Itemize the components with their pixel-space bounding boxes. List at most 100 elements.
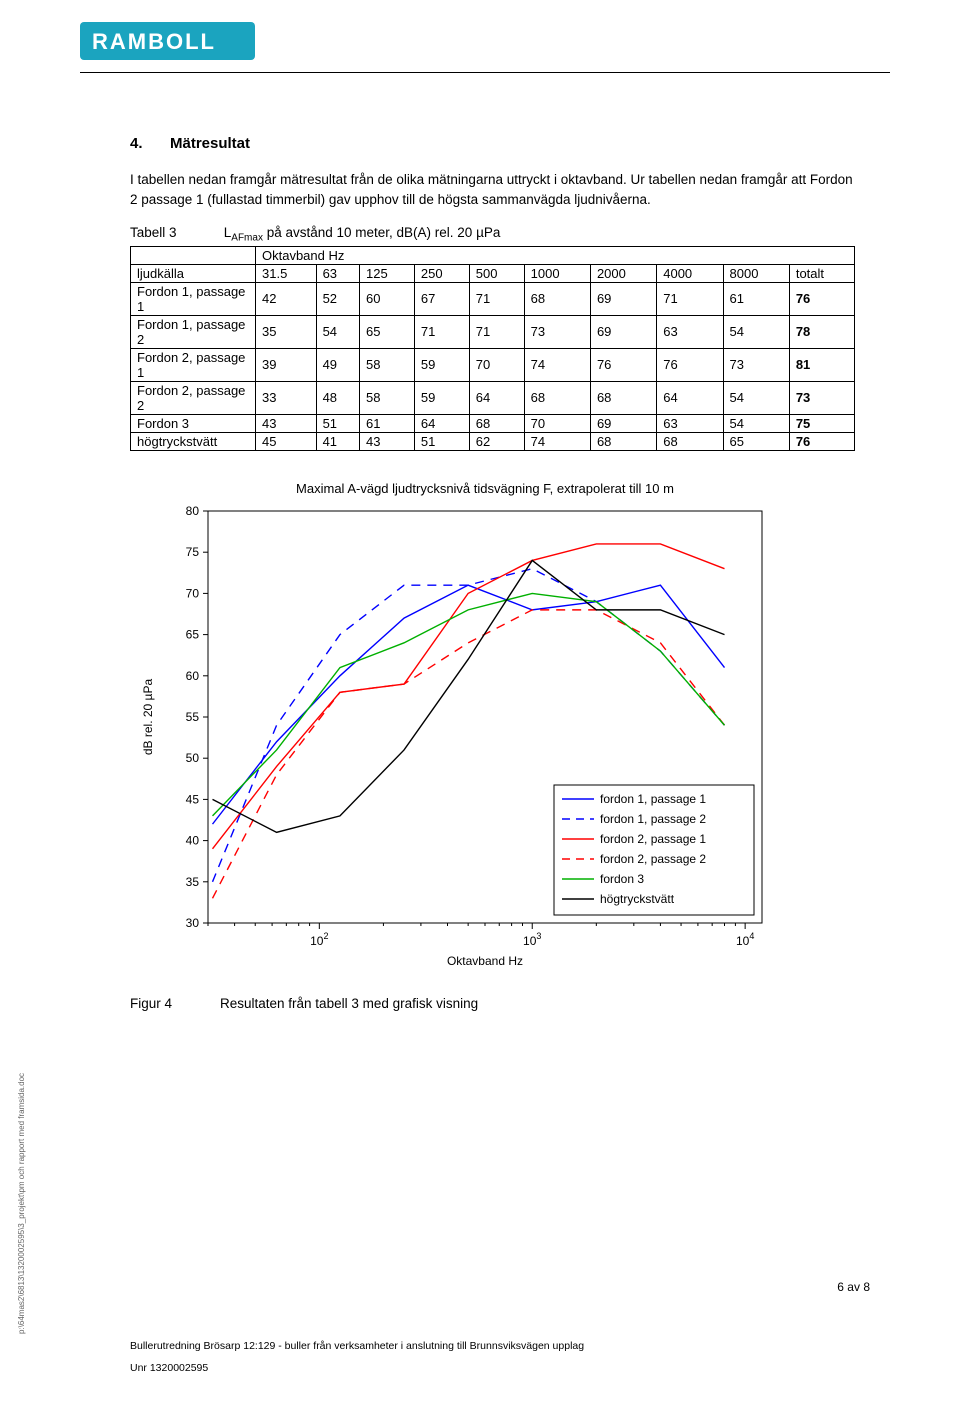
table-row: Fordon 1, passage 235546571717369635478 — [131, 315, 855, 348]
cell: 68 — [590, 381, 656, 414]
side-filepath: p:\64mas2\6813\1320002595\3_projekt\pm o… — [17, 1073, 26, 1334]
freq-header: 125 — [360, 264, 415, 282]
cell: 71 — [469, 282, 524, 315]
table-row: Fordon 2, passage 233485859646868645473 — [131, 381, 855, 414]
cell: 73 — [524, 315, 590, 348]
cell: 69 — [590, 414, 656, 432]
svg-text:fordon 3: fordon 3 — [600, 872, 644, 886]
cell: 42 — [256, 282, 317, 315]
cell: 52 — [316, 282, 359, 315]
cell: 68 — [469, 414, 524, 432]
cell: 71 — [414, 315, 469, 348]
svg-text:50: 50 — [186, 751, 200, 765]
cell-total: 75 — [789, 414, 854, 432]
cell: 43 — [360, 432, 415, 450]
svg-text:65: 65 — [186, 627, 200, 641]
section-number: 4. — [130, 135, 170, 152]
cell: 64 — [469, 381, 524, 414]
svg-text:102: 102 — [310, 931, 328, 948]
page-number: 6 av 8 — [837, 1280, 870, 1294]
freq-header: 4000 — [657, 264, 723, 282]
cell: 68 — [524, 381, 590, 414]
freq-header: 500 — [469, 264, 524, 282]
row-label: Fordon 1, passage 1 — [131, 282, 256, 315]
svg-text:103: 103 — [523, 931, 541, 948]
svg-text:fordon 1, passage 2: fordon 1, passage 2 — [600, 812, 706, 826]
table-caption: Tabell 3 LAFmax på avstånd 10 meter, dB(… — [130, 225, 855, 244]
svg-text:Maximal A-vägd ljudtrycksnivå: Maximal A-vägd ljudtrycksnivå tidsvägnin… — [296, 481, 674, 496]
cell: 71 — [657, 282, 723, 315]
page-footer: Bullerutredning Brösarp 12:129 - buller … — [130, 1340, 870, 1374]
cell: 71 — [469, 315, 524, 348]
table-caption-text: LAFmax på avstånd 10 meter, dB(A) rel. 2… — [224, 225, 501, 240]
cell: 41 — [316, 432, 359, 450]
cell: 54 — [723, 414, 789, 432]
cell: 49 — [316, 348, 359, 381]
cell: 45 — [256, 432, 317, 450]
cell: 54 — [316, 315, 359, 348]
svg-text:75: 75 — [186, 545, 200, 559]
svg-text:fordon 2, passage 1: fordon 2, passage 1 — [600, 832, 706, 846]
cell-total: 78 — [789, 315, 854, 348]
cell-total: 76 — [789, 432, 854, 450]
cell: 51 — [414, 432, 469, 450]
freq-header: 63 — [316, 264, 359, 282]
svg-text:30: 30 — [186, 916, 200, 930]
row-label: högtryckstvätt — [131, 432, 256, 450]
footer-line2: Unr 1320002595 — [130, 1362, 870, 1374]
cell: 43 — [256, 414, 317, 432]
cell: 74 — [524, 432, 590, 450]
svg-text:104: 104 — [736, 931, 754, 948]
cell: 76 — [657, 348, 723, 381]
svg-text:60: 60 — [186, 669, 200, 683]
svg-text:45: 45 — [186, 792, 200, 806]
table-row: Fordon 1, passage 142526067716869716176 — [131, 282, 855, 315]
svg-text:fordon 1, passage 1: fordon 1, passage 1 — [600, 792, 706, 806]
results-table: Oktavband Hz ljudkälla 31.56312525050010… — [130, 246, 855, 451]
cell-total: 76 — [789, 282, 854, 315]
row-label: Fordon 2, passage 2 — [131, 381, 256, 414]
cell: 63 — [657, 414, 723, 432]
svg-text:55: 55 — [186, 710, 200, 724]
col-total: totalt — [789, 264, 854, 282]
svg-text:fordon 2, passage 2: fordon 2, passage 2 — [600, 852, 706, 866]
svg-text:Oktavband Hz: Oktavband Hz — [447, 954, 523, 968]
freq-header: 31.5 — [256, 264, 317, 282]
cell: 70 — [469, 348, 524, 381]
cell: 58 — [360, 381, 415, 414]
table-band-row: Oktavband Hz — [131, 246, 855, 264]
table-caption-label: Tabell 3 — [130, 225, 220, 240]
cell: 68 — [590, 432, 656, 450]
cell: 51 — [316, 414, 359, 432]
cell: 65 — [723, 432, 789, 450]
figure-caption: Figur 4Resultaten från tabell 3 med graf… — [130, 996, 855, 1011]
cell: 59 — [414, 381, 469, 414]
svg-text:RAMBOLL: RAMBOLL — [92, 29, 216, 54]
row-label: Fordon 2, passage 1 — [131, 348, 256, 381]
svg-text:40: 40 — [186, 833, 200, 847]
cell: 68 — [657, 432, 723, 450]
section-heading: 4.Mätresultat — [130, 135, 855, 152]
svg-text:dB rel. 20 µPa: dB rel. 20 µPa — [141, 678, 155, 755]
cell: 59 — [414, 348, 469, 381]
footer-line1: Bullerutredning Brösarp 12:129 - buller … — [130, 1340, 870, 1352]
cell: 70 — [524, 414, 590, 432]
cell: 64 — [414, 414, 469, 432]
cell: 64 — [657, 381, 723, 414]
freq-header: 250 — [414, 264, 469, 282]
cell: 73 — [723, 348, 789, 381]
cell: 68 — [524, 282, 590, 315]
figure-caption-text: Resultaten från tabell 3 med grafisk vis… — [220, 996, 478, 1011]
table-row: högtryckstvätt45414351627468686576 — [131, 432, 855, 450]
table-header-row: ljudkälla 31.563125250500100020004000800… — [131, 264, 855, 282]
cell: 76 — [590, 348, 656, 381]
section-title: Mätresultat — [170, 135, 250, 152]
cell: 74 — [524, 348, 590, 381]
cell: 35 — [256, 315, 317, 348]
cell: 54 — [723, 381, 789, 414]
header-rule — [80, 72, 890, 73]
row-label: Fordon 1, passage 2 — [131, 315, 256, 348]
table-row: Fordon 343516164687069635475 — [131, 414, 855, 432]
svg-text:80: 80 — [186, 504, 200, 518]
svg-text:högtryckstvätt: högtryckstvätt — [600, 892, 675, 906]
